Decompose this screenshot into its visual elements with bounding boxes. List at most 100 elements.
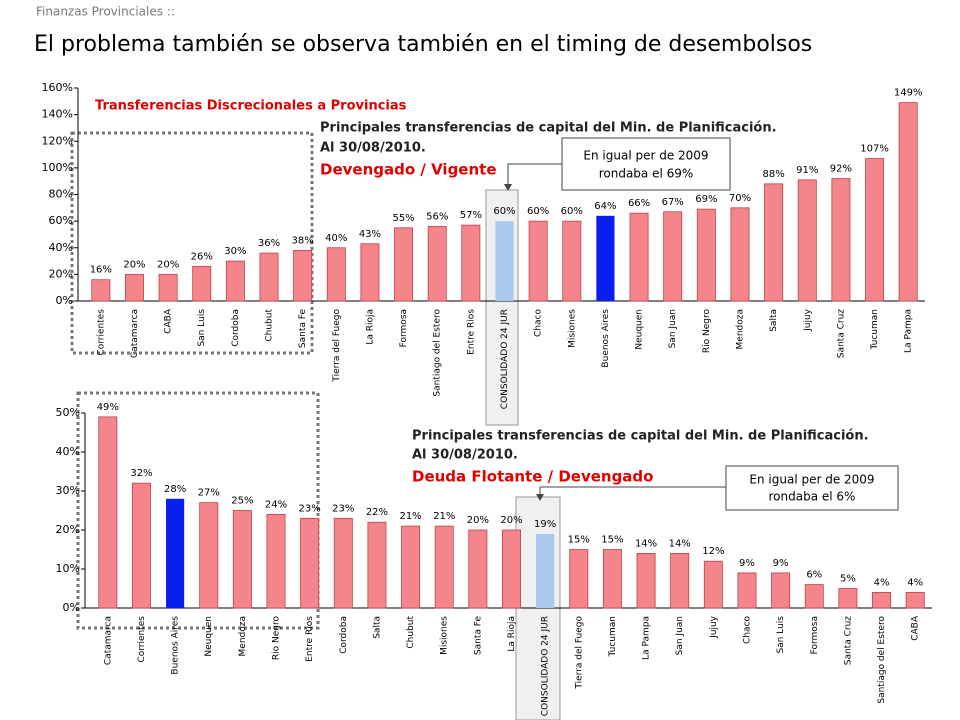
y-tick-label: 100% (42, 161, 73, 174)
dotted-box (76, 391, 320, 630)
bar (562, 220, 582, 302)
y-tick-label: 0% (63, 601, 80, 614)
x-tick-label: Cordoba (339, 616, 349, 654)
bar (670, 553, 690, 609)
value-label: 15% (601, 535, 623, 546)
x-tick-label: CABA (164, 308, 174, 334)
y-tick-label: 140% (42, 108, 73, 121)
x-tick-label: Formosa (810, 616, 820, 654)
y-tick-label: 80% (49, 188, 73, 201)
slide-title: El problema también se observa también e… (34, 32, 812, 57)
bar (461, 224, 481, 302)
x-tick-label: Neuquen (635, 309, 645, 350)
x-tick-label: Jujuy (803, 308, 813, 332)
value-label: 16% (90, 265, 112, 276)
value-label: 15% (568, 535, 590, 546)
bar (333, 517, 353, 609)
bar (166, 498, 185, 608)
x-tick-label: Santa Cruz (843, 616, 853, 666)
value-label: 60% (527, 206, 549, 217)
x-tick-label: Santiago del Estero (877, 616, 887, 704)
y-tick-label: 120% (42, 134, 73, 147)
bar (192, 265, 212, 302)
callout-box (561, 137, 731, 191)
value-label: 67% (662, 197, 684, 208)
bar (259, 252, 279, 302)
callout-text: En igual per de 2009 (749, 473, 874, 487)
value-label: 69% (695, 194, 717, 205)
bar (232, 510, 252, 609)
bar (831, 178, 851, 302)
bar (300, 517, 320, 609)
callout-arrow (539, 486, 726, 498)
bar (696, 208, 716, 302)
annotation: Al 30/08/2010. (320, 141, 426, 156)
bar (266, 514, 286, 609)
x-tick-label: Chubut (265, 309, 275, 342)
bar (468, 529, 488, 609)
value-label: 14% (669, 538, 691, 549)
value-label: 23% (332, 503, 354, 514)
callout-arrow (507, 163, 562, 188)
x-tick-label: Buenos Aires (601, 309, 611, 368)
value-label: 21% (433, 511, 455, 522)
x-tick-label: Formosa (399, 309, 409, 347)
bar (360, 243, 380, 302)
x-tick-label: La Pampa (642, 616, 652, 660)
x-tick-label: Neuquen (204, 616, 214, 657)
value-label: 91% (796, 165, 818, 176)
value-label: 5% (840, 574, 856, 585)
x-tick-label: Tierra del Fuego (332, 309, 342, 383)
bar (225, 260, 245, 302)
value-label: 23% (299, 503, 321, 514)
value-label: 22% (366, 507, 388, 518)
x-tick-label: Entre Rios (305, 616, 315, 662)
x-tick-label: Chubut (406, 616, 416, 649)
x-tick-label: Rio Negro (272, 616, 282, 661)
bar (838, 588, 858, 609)
value-label: 38% (292, 235, 314, 246)
annotation: Principales transferencias de capital de… (412, 429, 869, 444)
value-label: 70% (729, 193, 751, 204)
bar (629, 212, 649, 302)
bar (569, 549, 589, 609)
value-label: 149% (894, 88, 923, 99)
value-label: 107% (860, 144, 889, 155)
value-label: 26% (191, 251, 213, 262)
value-label: 43% (359, 229, 381, 240)
value-label: 36% (258, 238, 280, 249)
value-label: 40% (325, 233, 347, 244)
value-label: 12% (702, 546, 724, 557)
arrow-head (504, 184, 512, 191)
annotation: Al 30/08/2010. (412, 448, 518, 463)
x-tick-label: Entre Rios (466, 309, 476, 355)
bar (394, 227, 414, 302)
y-tick-label: 50% (56, 406, 80, 419)
value-label: 56% (426, 211, 448, 222)
dotted-box (70, 131, 314, 355)
bar (401, 525, 421, 609)
value-label: 20% (500, 515, 522, 526)
value-label: 28% (164, 484, 186, 495)
x-tick-label: Tucuman (870, 309, 880, 350)
x-tick-label: Santa Fe (298, 309, 308, 349)
y-tick-label: 60% (49, 214, 73, 227)
bar (528, 220, 548, 302)
x-tick-label: San Luis (776, 616, 786, 654)
bar (536, 533, 555, 608)
annotation: Principales transferencias de capital de… (320, 121, 777, 136)
callout-box (725, 465, 899, 511)
value-label: 6% (806, 570, 822, 581)
callout-text: rondaba el 69% (599, 167, 694, 181)
callout-text: rondaba el 6% (769, 490, 856, 504)
bar (730, 207, 750, 302)
y-tick-label: 40% (49, 241, 73, 254)
x-tick-label: Corrientes (137, 616, 147, 663)
value-label: 92% (830, 164, 852, 175)
x-tick-label: Tierra del Fuego (574, 616, 584, 690)
value-label: 64% (594, 201, 616, 212)
bar (905, 592, 925, 609)
value-label: 27% (198, 488, 220, 499)
x-tick-label: CONSOLIDADO 24 JUR (541, 616, 551, 716)
